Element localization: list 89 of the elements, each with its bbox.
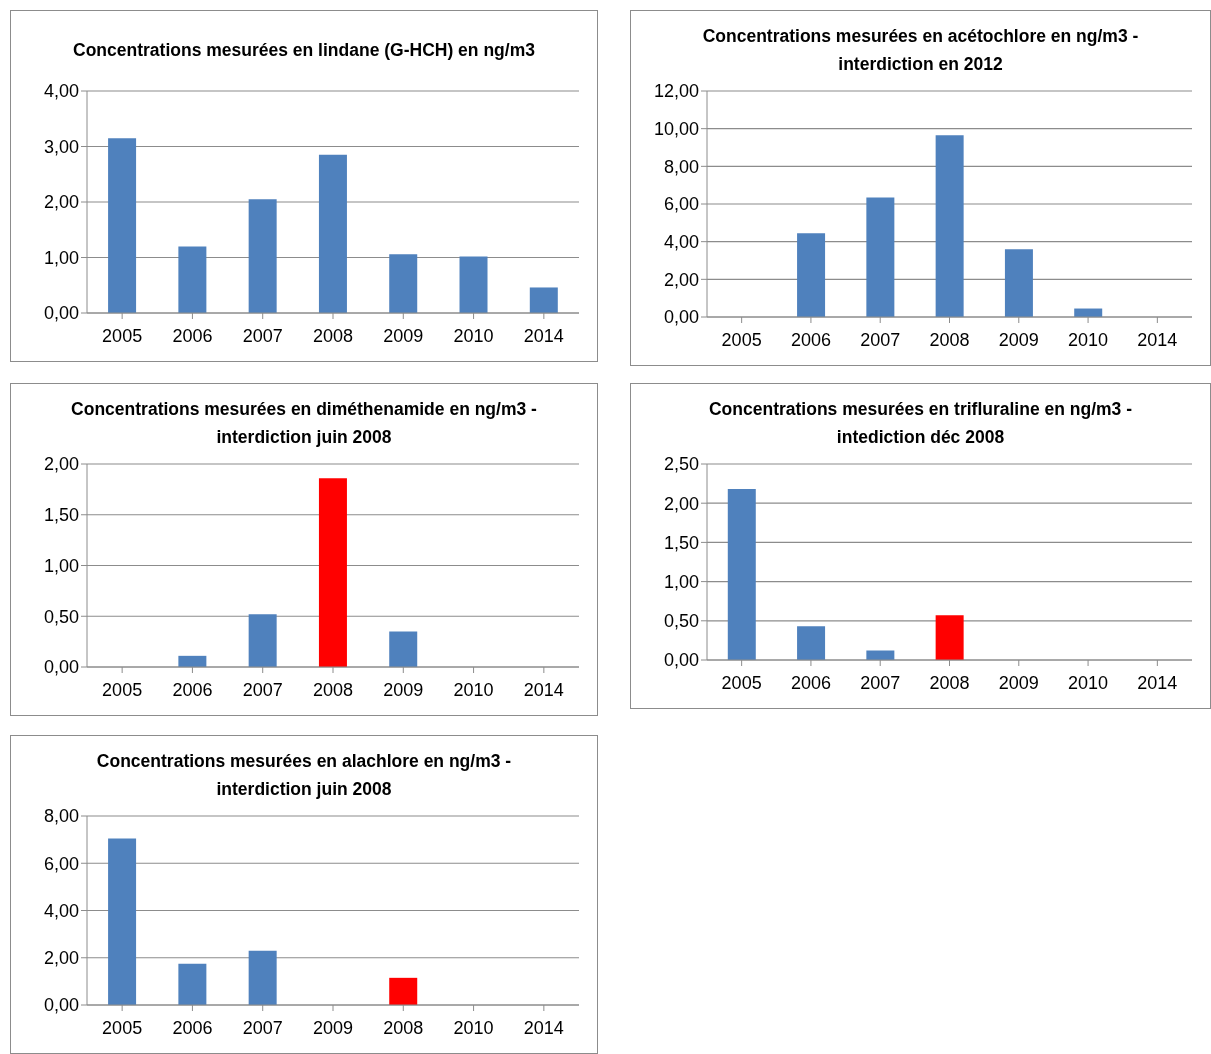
- x-tick-label: 2008: [312, 679, 354, 700]
- y-tick-label: 0,50: [43, 606, 79, 627]
- bar: [797, 626, 826, 660]
- x-tick-label: 2005: [102, 325, 143, 346]
- x-tick-label: 2008: [383, 1017, 424, 1038]
- bar: [727, 489, 756, 660]
- y-tick-label: 0,00: [43, 303, 79, 324]
- y-tick-label: 2,00: [43, 192, 79, 213]
- x-tick-label: 2005: [721, 672, 762, 693]
- y-tick-label: 8,00: [43, 806, 79, 827]
- x-tick-label: 2009: [312, 1017, 354, 1038]
- y-tick-label: 4,00: [43, 81, 79, 102]
- chart-title: Concentrations mesurées en trifluraline en ng/m3 - intediction déc 2008: [708, 398, 1133, 449]
- bar: [389, 977, 418, 1005]
- y-tick-label: 12,00: [653, 81, 699, 102]
- bar: [459, 256, 488, 313]
- bar: [529, 287, 558, 313]
- x-tick-label: 2014: [523, 679, 564, 700]
- bar: [389, 631, 418, 667]
- y-tick-label: 0,00: [43, 995, 79, 1016]
- y-tick-label: 3,00: [43, 136, 79, 157]
- x-tick-label: 2007: [242, 325, 283, 346]
- y-tick-label: 0,00: [663, 650, 699, 671]
- y-tick-label: 6,00: [43, 853, 79, 874]
- bar: [935, 615, 964, 660]
- y-tick-label: 0,50: [663, 611, 699, 632]
- x-tick-label: 2008: [312, 325, 354, 346]
- y-tick-label: 2,00: [43, 948, 79, 969]
- y-tick-label: 8,00: [663, 156, 699, 177]
- bar: [935, 135, 964, 317]
- x-tick-label: 2007: [860, 672, 901, 693]
- y-tick-label: 1,00: [663, 571, 699, 592]
- bar: [248, 950, 277, 1005]
- y-tick-label: 6,00: [663, 194, 699, 215]
- x-tick-label: 2008: [929, 672, 970, 693]
- bar: [178, 246, 207, 313]
- y-tick-label: 10,00: [653, 119, 699, 140]
- chart-title: Concentrations mesurées en alachlore en ng/m3 - interdiction juin 2008: [95, 750, 513, 801]
- x-tick-label: 2014: [1137, 329, 1178, 350]
- x-tick-label: 2006: [172, 679, 213, 700]
- bar: [248, 614, 277, 667]
- x-tick-label: 2014: [1137, 672, 1178, 693]
- y-tick-label: 0,00: [663, 307, 699, 328]
- y-tick-label: 2,00: [43, 454, 79, 475]
- bar: [108, 838, 137, 1005]
- bar: [248, 199, 277, 313]
- y-tick-label: 1,00: [43, 555, 79, 576]
- y-tick-label: 2,00: [663, 493, 699, 514]
- chart-title: Concentrations mesurées en lindane (G-HCH) en ng/m3: [72, 39, 536, 62]
- x-tick-label: 2007: [242, 1017, 283, 1038]
- x-tick-label: 2010: [1068, 672, 1109, 693]
- x-tick-label: 2010: [453, 1017, 494, 1038]
- x-tick-label: 2007: [860, 329, 901, 350]
- x-tick-label: 2006: [172, 325, 213, 346]
- chart-title: Concentrations mesurées en diméthenamide en ng/m3 - interdiction juin 2008: [70, 398, 538, 449]
- y-tick-label: 4,00: [43, 900, 79, 921]
- x-tick-label: 2010: [453, 679, 494, 700]
- y-tick-label: 0,00: [43, 657, 79, 678]
- x-tick-label: 2007: [242, 679, 283, 700]
- x-tick-label: 2006: [790, 329, 831, 350]
- bar: [866, 197, 895, 317]
- bar: [797, 233, 826, 317]
- x-tick-label: 2014: [523, 325, 564, 346]
- bar: [1004, 249, 1033, 317]
- x-tick-label: 2009: [998, 672, 1039, 693]
- bar: [178, 963, 207, 1005]
- x-tick-label: 2005: [102, 679, 143, 700]
- x-tick-label: 2009: [998, 329, 1039, 350]
- y-tick-label: 1,00: [43, 247, 79, 268]
- bar: [318, 154, 347, 313]
- y-tick-label: 4,00: [663, 232, 699, 253]
- x-tick-label: 2009: [383, 325, 424, 346]
- y-tick-label: 2,00: [663, 269, 699, 290]
- chart-title: Concentrations mesurées en acétochlore en ng/m3 - interdiction en 2012: [701, 25, 1140, 76]
- bar: [389, 254, 418, 313]
- x-tick-label: 2006: [790, 672, 831, 693]
- y-tick-label: 1,50: [43, 505, 79, 526]
- x-tick-label: 2008: [929, 329, 970, 350]
- y-tick-label: 2,50: [663, 454, 699, 475]
- bar: [108, 138, 137, 313]
- x-tick-label: 2010: [453, 325, 494, 346]
- y-tick-label: 1,50: [663, 532, 699, 553]
- bar: [318, 478, 347, 667]
- x-tick-label: 2005: [721, 329, 762, 350]
- x-tick-label: 2005: [102, 1017, 143, 1038]
- x-tick-label: 2006: [172, 1017, 213, 1038]
- x-tick-label: 2010: [1068, 329, 1109, 350]
- x-tick-label: 2009: [383, 679, 424, 700]
- x-tick-label: 2014: [523, 1017, 564, 1038]
